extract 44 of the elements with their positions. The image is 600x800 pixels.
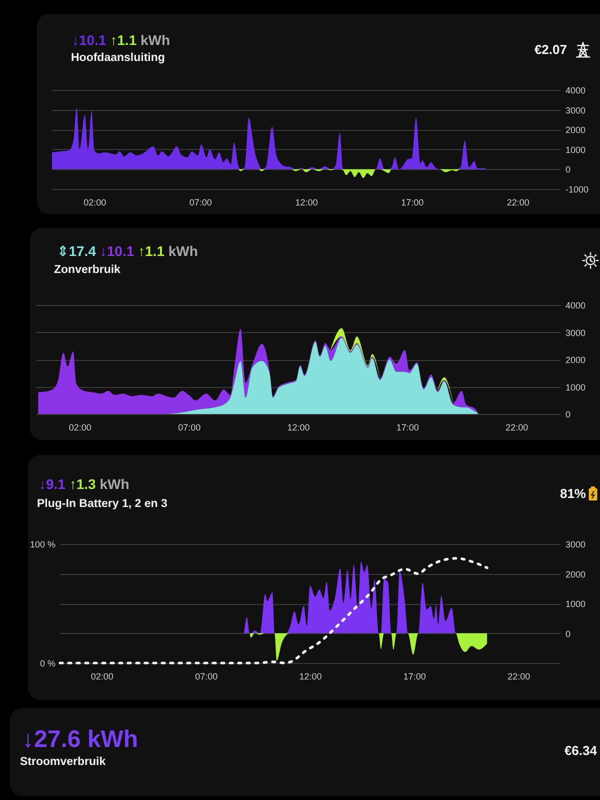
- y-tick-label: 3000: [566, 328, 586, 338]
- chart-title: Hoofdaansluiting: [71, 52, 165, 64]
- x-tick-label: 22:00: [506, 198, 530, 208]
- x-tick-label: 07:00: [189, 198, 212, 208]
- y2-tick-label: 0 %: [40, 658, 56, 668]
- chart-title: Plug-In Battery 1, 2 en 3: [37, 498, 168, 510]
- y-tick-label: 2000: [566, 125, 586, 136]
- x-tick-label: 12:00: [287, 422, 310, 432]
- y-tick-label: 4000: [566, 86, 586, 96]
- y2-tick-label: 100 %: [30, 540, 56, 550]
- y-tick-label: 1000: [566, 144, 586, 155]
- text: Stroomverbruik: [20, 756, 106, 768]
- text: 81%: [560, 486, 586, 501]
- y-tick-label: -1000: [566, 184, 589, 194]
- x-tick-label: 07:00: [178, 422, 201, 432]
- y-tick-label: 4000: [566, 300, 586, 310]
- x-tick-label: 17:00: [403, 672, 426, 682]
- y-tick-label: 0: [566, 410, 571, 420]
- text: ↓27.6 kWh: [22, 726, 138, 753]
- y-tick-label: 3000: [566, 105, 586, 116]
- x-tick-label: 12:00: [295, 198, 318, 208]
- y-tick-label: 3000: [566, 540, 586, 550]
- y-tick-label: 2000: [566, 355, 586, 365]
- x-tick-label: 07:00: [195, 672, 218, 682]
- chart-subtitle: ↓10.1 ↑1.1 kWh: [72, 32, 170, 48]
- x-tick-label: 22:00: [506, 422, 528, 432]
- y-tick-label: 0: [566, 164, 571, 175]
- y-tick-label: 1000: [566, 382, 586, 392]
- y-tick-label: 1000: [566, 599, 586, 609]
- x-tick-label: 02:00: [90, 672, 114, 682]
- x-tick-label: 02:00: [84, 198, 106, 208]
- chart-subtitle: ↓9.1 ↑1.3 kWh: [39, 476, 130, 492]
- chart-title: Zonverbruik: [54, 264, 120, 276]
- text: €2.07: [534, 42, 567, 57]
- text: €6.34: [564, 743, 597, 758]
- y-tick-label: 2000: [566, 569, 586, 580]
- x-tick-label: 22:00: [508, 672, 530, 682]
- x-tick-label: 02:00: [68, 422, 92, 432]
- x-tick-label: 17:00: [396, 422, 419, 432]
- line-series: [58, 556, 488, 664]
- x-tick-label: 12:00: [299, 672, 322, 682]
- chart-subtitle: ⇕17.4 ↓10.1 ↑1.1 kWh: [57, 243, 198, 259]
- x-tick-label: 17:00: [401, 198, 424, 208]
- y-tick-label: 0: [566, 628, 571, 639]
